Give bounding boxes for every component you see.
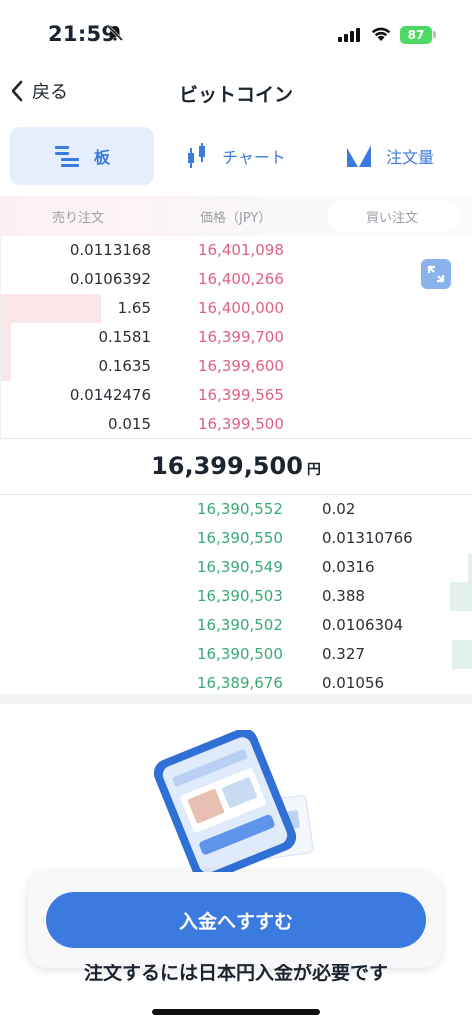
battery-tip [433, 31, 436, 38]
chevron-left-icon [11, 80, 23, 102]
sell-quantity: 0.0113168 [69, 241, 151, 259]
sell-row[interactable]: 1.65 16,400,000 [1, 294, 472, 323]
battery-icon: 87 [400, 26, 432, 44]
last-price: 16,399,500 円 [151, 452, 321, 480]
back-button[interactable]: 戻る [10, 78, 68, 104]
buy-row[interactable]: 16,390,549 0.0316 [0, 553, 472, 582]
currency-unit: 円 [306, 462, 321, 478]
sell-price: 16,399,500 [198, 415, 284, 433]
buy-row[interactable]: 16,390,552 0.02 [0, 495, 472, 524]
header-buy: 買い注文 [366, 211, 419, 226]
buy-row[interactable]: 16,390,503 0.388 [0, 582, 472, 611]
buy-depth-bar [452, 640, 472, 669]
sell-depth-bar [1, 352, 11, 381]
buy-price: 16,390,549 [197, 558, 283, 576]
buy-price: 16,390,552 [197, 500, 283, 518]
buy-quantity: 0.01056 [322, 674, 385, 692]
phone-deposit-illustration [153, 730, 314, 880]
buy-row[interactable]: 16,390,550 0.01310766 [0, 524, 472, 553]
tab-order-book-label: 板 [93, 148, 110, 167]
buy-price: 16,390,502 [197, 616, 283, 634]
page-title: ビットコイン [178, 84, 293, 106]
buy-depth-bar [450, 582, 472, 611]
buy-row[interactable]: 16,390,502 0.0106304 [0, 611, 472, 640]
status-time: 21:59 [48, 22, 117, 46]
back-label: 戻る [32, 82, 68, 103]
last-price-section: 16,399,500 円 [0, 438, 472, 495]
bell-slash-icon [106, 24, 124, 42]
buy-quantity: 0.01310766 [322, 529, 413, 547]
buy-price: 16,389,676 [197, 674, 283, 692]
header-buy-chip [328, 200, 460, 232]
buy-quantity: 0.0316 [322, 558, 375, 576]
sell-depth-bar [1, 294, 101, 323]
order-book-icon [54, 146, 79, 167]
sell-row[interactable]: 0.1581 16,399,700 [1, 323, 472, 352]
deposit-button[interactable]: 入金へすすむ [46, 892, 426, 948]
home-indicator[interactable] [152, 1009, 320, 1015]
sell-quantity: 1.65 [117, 299, 151, 317]
sell-row[interactable]: 0.0113168 16,401,098 [1, 236, 472, 265]
tab-order-volume[interactable]: 注文量 [318, 127, 462, 185]
status-bar: 21:59 87 [0, 0, 472, 60]
buy-price: 16,390,550 [197, 529, 283, 547]
cellular-signal-icon [338, 28, 360, 42]
sell-quantity: 0.015 [108, 415, 151, 433]
last-price-value: 16,399,500 [151, 452, 303, 480]
header-sell: 売り注文 [52, 211, 105, 226]
buy-depth-bar [468, 553, 472, 582]
sell-price: 16,400,000 [198, 299, 284, 317]
order-book-footer-divider [0, 694, 472, 704]
expand-icon [427, 265, 445, 283]
buy-quantity: 0.327 [322, 645, 365, 663]
wifi-icon [371, 27, 391, 41]
sell-row[interactable]: 0.0142476 16,399,565 [1, 381, 472, 410]
sell-row[interactable]: 0.0106392 16,400,266 [1, 265, 472, 294]
buy-price: 16,390,500 [197, 645, 283, 663]
tab-chart[interactable]: チャート [164, 127, 308, 185]
sell-quantity: 0.0106392 [69, 270, 151, 288]
sell-price: 16,399,700 [198, 328, 284, 346]
sell-quantity: 0.0142476 [69, 386, 151, 404]
buy-orders: 16,390,552 0.02 16,390,550 0.01310766 16,3… [0, 495, 472, 695]
buy-quantity: 0.02 [322, 500, 356, 518]
deposit-cta-card: 入金へすすむ [28, 872, 442, 968]
candlestick-icon [188, 143, 206, 168]
expand-button[interactable] [421, 259, 451, 289]
order-book-header: 売り注文 価格（JPY） 買い注文 [0, 196, 472, 236]
tab-chart-label: チャート [222, 148, 286, 167]
sell-row[interactable]: 0.1635 16,399,600 [1, 352, 472, 381]
sell-price: 16,399,565 [198, 386, 284, 404]
sell-orders: 0.0113168 16,401,098 0.0106392 16,400,266 … [0, 236, 472, 439]
sell-price: 16,399,600 [198, 357, 284, 375]
tab-order-book[interactable]: 板 [10, 127, 154, 185]
sell-price: 16,401,098 [198, 241, 284, 259]
buy-quantity: 0.388 [322, 587, 365, 605]
buy-row[interactable]: 16,389,676 0.01056 [0, 669, 472, 698]
battery-level: 87 [407, 28, 425, 42]
navigation-bar: 戻る ビットコイン [0, 60, 472, 120]
deposit-note: 注文するには日本円入金が必要です [83, 962, 388, 984]
header-price: 価格（JPY） [200, 211, 272, 226]
buy-quantity: 0.0106304 [322, 616, 404, 634]
sell-quantity: 0.1581 [98, 328, 152, 346]
sell-quantity: 0.1635 [98, 357, 152, 375]
sell-price: 16,400,266 [198, 270, 284, 288]
sell-depth-bar [1, 323, 11, 352]
buy-price: 16,390,503 [197, 587, 283, 605]
order-volume-icon [346, 145, 371, 167]
tab-order-volume-label: 注文量 [385, 148, 434, 167]
buy-row[interactable]: 16,390,500 0.327 [0, 640, 472, 669]
sell-row[interactable]: 0.015 16,399,500 [1, 410, 472, 439]
